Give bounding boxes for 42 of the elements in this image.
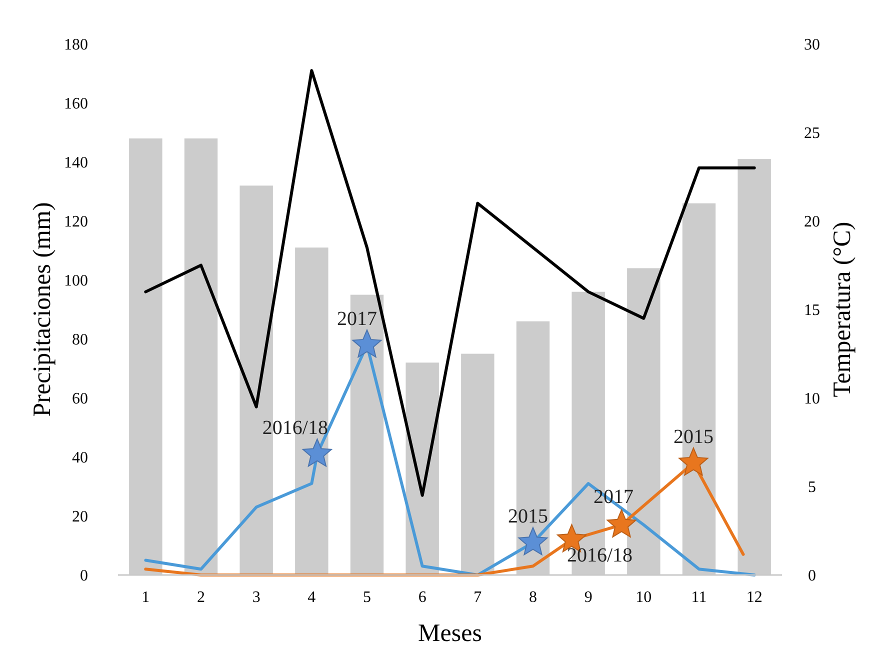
x-tick-label: 1 <box>142 589 150 606</box>
y-tick-label: 60 <box>72 390 88 408</box>
y2-tick-label: 15 <box>804 302 820 320</box>
y2-tick-label: 30 <box>804 36 820 54</box>
x-tick-label: 10 <box>636 589 652 606</box>
y2-tick-label: 5 <box>808 479 816 496</box>
y-tick-label: 100 <box>64 272 88 290</box>
y-tick-label: 40 <box>72 450 88 467</box>
annotation: 2017 <box>337 308 377 330</box>
x-tick-label: 9 <box>584 589 592 606</box>
point <box>678 447 708 476</box>
y2-tick-label: 25 <box>804 125 820 142</box>
y-tick-label: 80 <box>72 332 88 349</box>
x-tick-label: 8 <box>529 589 537 606</box>
y2-axis-title: Temperatura (°C) <box>829 222 856 398</box>
y-tick-label: 0 <box>80 568 88 585</box>
annotation: 2016/18 <box>262 417 328 440</box>
y-tick-label: 160 <box>64 96 88 113</box>
y-tick-label: 120 <box>64 214 88 231</box>
point <box>302 438 332 467</box>
x-tick-label: 3 <box>252 589 260 606</box>
y-tick-label: 140 <box>64 154 88 172</box>
x-axis-title: Meses <box>418 620 482 647</box>
annotation: 2016/18 <box>566 544 633 567</box>
point <box>352 329 382 358</box>
x-tick-label: 4 <box>308 589 316 606</box>
x-tick-label: 6 <box>418 589 426 606</box>
annotation: 2015 <box>673 426 714 448</box>
y-tick-label: 180 <box>64 36 88 54</box>
y2-tick-label: 0 <box>808 568 816 585</box>
y2-tick-label: 10 <box>804 390 820 408</box>
x-tick-label: 2 <box>197 589 205 606</box>
y2-tick-label: 20 <box>804 214 820 231</box>
y-tick-label: 20 <box>72 508 88 526</box>
x-tick-label: 11 <box>691 589 707 606</box>
point <box>606 509 636 538</box>
point <box>518 527 548 556</box>
y-axis-title: Precipitaciones (mm) <box>29 202 56 417</box>
annotation: 2015 <box>508 506 548 528</box>
x-tick-label: 5 <box>363 589 371 606</box>
x-tick-label: 7 <box>474 589 482 606</box>
x-tick-label: 12 <box>746 589 762 606</box>
